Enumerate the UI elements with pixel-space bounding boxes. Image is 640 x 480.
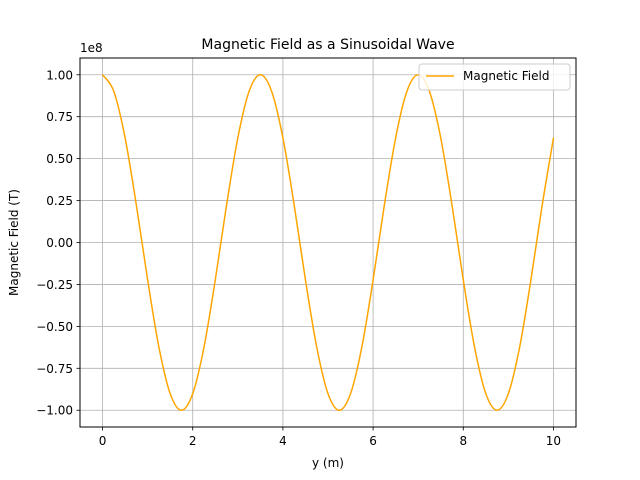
data-point bbox=[237, 137, 239, 139]
data-point bbox=[496, 409, 498, 411]
x-tick-label: 10 bbox=[546, 434, 561, 448]
legend-box bbox=[418, 63, 571, 91]
data-point bbox=[316, 346, 318, 348]
data-point bbox=[282, 137, 284, 139]
data-point bbox=[304, 279, 307, 281]
data-point bbox=[259, 74, 261, 76]
chart-title: Magnetic Field as a Sinusoidal Wave bbox=[201, 37, 454, 53]
data-point bbox=[293, 204, 295, 206]
data-point bbox=[113, 90, 115, 92]
grid bbox=[80, 58, 576, 427]
data-point bbox=[147, 279, 149, 281]
data-point bbox=[372, 279, 374, 281]
data-point bbox=[203, 346, 205, 348]
data-point bbox=[135, 204, 137, 206]
x-axis-ticks: 0 2 4 6 8 10 bbox=[99, 427, 561, 448]
legend: Magnetic Field bbox=[418, 63, 571, 91]
y-tick-label: 0.25 bbox=[46, 194, 73, 208]
data-point bbox=[417, 74, 419, 76]
data-point bbox=[440, 137, 442, 139]
data-point bbox=[530, 279, 532, 281]
data-point bbox=[271, 90, 273, 92]
data-point bbox=[225, 204, 228, 206]
data-point bbox=[158, 346, 160, 348]
y-tick-label: −0.50 bbox=[36, 320, 73, 334]
y-tick-label: 0.50 bbox=[46, 152, 73, 166]
data-point bbox=[462, 279, 464, 281]
data-point bbox=[180, 409, 183, 411]
x-tick-label: 6 bbox=[369, 434, 377, 448]
series-layer bbox=[101, 74, 555, 411]
data-point bbox=[361, 346, 363, 348]
y-tick-label: 0.75 bbox=[46, 110, 73, 124]
data-point bbox=[507, 393, 509, 395]
data-point bbox=[473, 346, 476, 348]
data-point bbox=[169, 393, 171, 395]
y-tick-label: −1.00 bbox=[36, 404, 73, 418]
x-tick-label: 8 bbox=[459, 434, 467, 448]
x-tick-label: 2 bbox=[189, 434, 197, 448]
data-point bbox=[192, 393, 194, 395]
y-axis-offset-label: 1e8 bbox=[80, 41, 103, 55]
data-point bbox=[327, 393, 329, 395]
y-tick-label: −0.25 bbox=[36, 278, 73, 292]
data-point bbox=[124, 137, 126, 139]
legend-label: Magnetic Field bbox=[463, 69, 549, 83]
data-point bbox=[451, 204, 453, 206]
x-tick-label: 4 bbox=[279, 434, 287, 448]
y-tick-label: 0.00 bbox=[46, 236, 73, 250]
data-point bbox=[406, 90, 408, 92]
y-tick-label: 1.00 bbox=[46, 68, 73, 82]
data-point bbox=[338, 409, 340, 411]
x-axis-label: y (m) bbox=[312, 456, 344, 470]
data-point bbox=[248, 90, 250, 92]
data-point bbox=[383, 204, 385, 206]
data-point bbox=[349, 393, 352, 395]
data-point bbox=[552, 137, 555, 139]
data-point bbox=[101, 74, 104, 76]
y-axis-label: Magnetic Field (T) bbox=[7, 189, 21, 296]
y-tick-label: −0.75 bbox=[36, 362, 73, 376]
data-point bbox=[428, 90, 431, 92]
data-point bbox=[485, 393, 487, 395]
data-point bbox=[395, 137, 397, 139]
data-point bbox=[519, 346, 521, 348]
x-tick-label: 0 bbox=[99, 434, 107, 448]
data-point bbox=[541, 204, 543, 206]
y-axis-ticks: 1.00 0.75 0.50 0.25 0.00 −0.25 −0.50 −0.75 −1.00 bbox=[36, 68, 80, 418]
data-point bbox=[214, 279, 216, 281]
